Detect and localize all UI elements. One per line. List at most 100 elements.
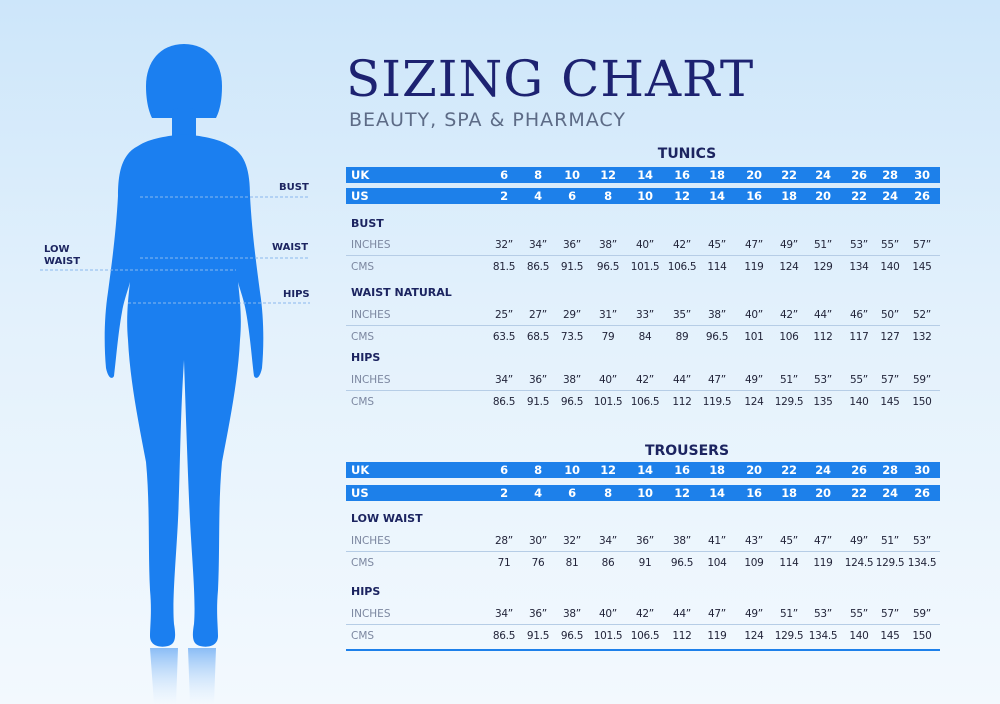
table-cell: 32” [563, 535, 581, 547]
table-cell: 42” [636, 374, 654, 386]
table-cell: 86.5 [492, 630, 516, 642]
table-cell: 124.5 [844, 557, 874, 569]
table-cell: 16 [674, 168, 690, 182]
table-cell: 63.5 [492, 331, 516, 343]
low-waist-label-line2: WAIST [44, 256, 81, 267]
trousers-table: TROUSERS UK 6 8 10 12 14 16 18 20 22 24 26 28 30 US … [346, 442, 940, 662]
row-label: INCHES [351, 535, 391, 547]
table-cell: 45” [708, 239, 726, 251]
table-cell: 31” [599, 309, 617, 321]
table-cell: 51” [814, 239, 832, 251]
table-cell: 14 [709, 486, 725, 500]
table-cell: 129.5 [774, 630, 804, 642]
table-cell: 50” [881, 309, 899, 321]
table-cell: 10 [637, 189, 653, 203]
table-cell: 6 [568, 486, 576, 500]
table-cell: 12 [674, 189, 690, 203]
table-cell: 36” [636, 535, 654, 547]
row-label: CMS [351, 557, 375, 569]
table-cell: 119 [707, 630, 727, 642]
table-cell: 38” [563, 608, 581, 620]
table-cell: 29” [563, 309, 581, 321]
page-title: SIZING CHART [346, 50, 755, 108]
table-cell: 73.5 [560, 331, 584, 343]
table-cell: 45” [780, 535, 798, 547]
tunics-uk-row: UK 6 8 10 12 14 16 18 20 22 24 26 28 30 [346, 167, 940, 183]
trousers-bottom-rule [346, 649, 940, 651]
trousers-title: TROUSERS [346, 442, 940, 460]
row-label: CMS [351, 261, 375, 273]
tunics-title-text: TUNICS [657, 146, 717, 162]
table-cell: 112 [672, 630, 692, 642]
table-cell: 34” [599, 535, 617, 547]
table-cell: 140 [849, 396, 869, 408]
table-cell: 36” [563, 239, 581, 251]
hips-label: HIPS [283, 289, 310, 300]
table-cell: 57” [913, 239, 931, 251]
table-cell: 47” [745, 239, 763, 251]
tunics-us-row: US 2 4 6 8 10 12 14 16 18 20 22 24 26 [346, 188, 940, 204]
table-cell: 24 [815, 168, 831, 182]
table-cell: 140 [849, 630, 869, 642]
table-cell: 44” [673, 608, 691, 620]
silhouette-shape [104, 44, 264, 647]
table-cell: 150 [912, 630, 932, 642]
table-cell: 89 [675, 331, 689, 343]
table-cell: 34” [529, 239, 547, 251]
table-cell: 101.5 [593, 396, 623, 408]
table-cell: 55” [881, 239, 899, 251]
table-cell: 27” [529, 309, 547, 321]
tunics-section-title: HIPS [351, 351, 381, 364]
table-cell: 96.5 [560, 630, 584, 642]
table-cell: 44” [673, 374, 691, 386]
table-cell: 18 [709, 168, 725, 182]
table-cell: 38” [563, 374, 581, 386]
body-silhouette [40, 44, 310, 704]
table-cell: 68.5 [526, 331, 550, 343]
table-cell: 38” [599, 239, 617, 251]
table-cell: 16 [746, 486, 762, 500]
table-cell: 124 [779, 261, 799, 273]
table-cell: 14 [709, 189, 725, 203]
table-cell: 36” [529, 608, 547, 620]
table-cell: 112 [672, 396, 692, 408]
table-cell: 12 [674, 486, 690, 500]
table-cell: 25” [495, 309, 513, 321]
table-cell: 26 [851, 168, 867, 182]
table-cell: 8 [604, 189, 612, 203]
row-label: CMS [351, 630, 375, 642]
table-cell: 101 [744, 331, 764, 343]
table-cell: 24 [815, 463, 831, 477]
table-cell: 57” [881, 374, 899, 386]
table-cell: 47” [708, 608, 726, 620]
table-cell: 40” [599, 374, 617, 386]
table-cell: 34” [495, 608, 513, 620]
table-cell: 30 [914, 168, 930, 182]
table-cell: 8 [534, 463, 542, 477]
table-cell: 135 [813, 396, 833, 408]
table-cell: 76 [531, 557, 545, 569]
table-cell: 40” [599, 608, 617, 620]
table-cell: 35” [673, 309, 691, 321]
trousers-section-title: HIPS [351, 585, 381, 598]
table-cell: 150 [912, 396, 932, 408]
feet-reflection [150, 648, 216, 704]
table-cell: 51” [881, 535, 899, 547]
table-cell: 10 [564, 463, 580, 477]
table-cell: 38” [673, 535, 691, 547]
table-cell: 86.5 [526, 261, 550, 273]
table-cell: 55” [850, 608, 868, 620]
table-cell: 106 [779, 331, 799, 343]
table-cell: 22 [781, 463, 797, 477]
row-label: INCHES [351, 309, 391, 321]
table-cell: 38” [708, 309, 726, 321]
table-cell: 20 [746, 168, 762, 182]
trousers-uk-row: UK 6 8 10 12 14 16 18 20 22 24 26 28 30 [346, 462, 940, 478]
table-cell: 101.5 [630, 261, 660, 273]
table-cell: 71 [497, 557, 511, 569]
table-cell: 124 [744, 630, 764, 642]
table-cell: 24 [882, 189, 898, 203]
table-cell: 59” [913, 608, 931, 620]
table-cell: 79 [601, 331, 615, 343]
